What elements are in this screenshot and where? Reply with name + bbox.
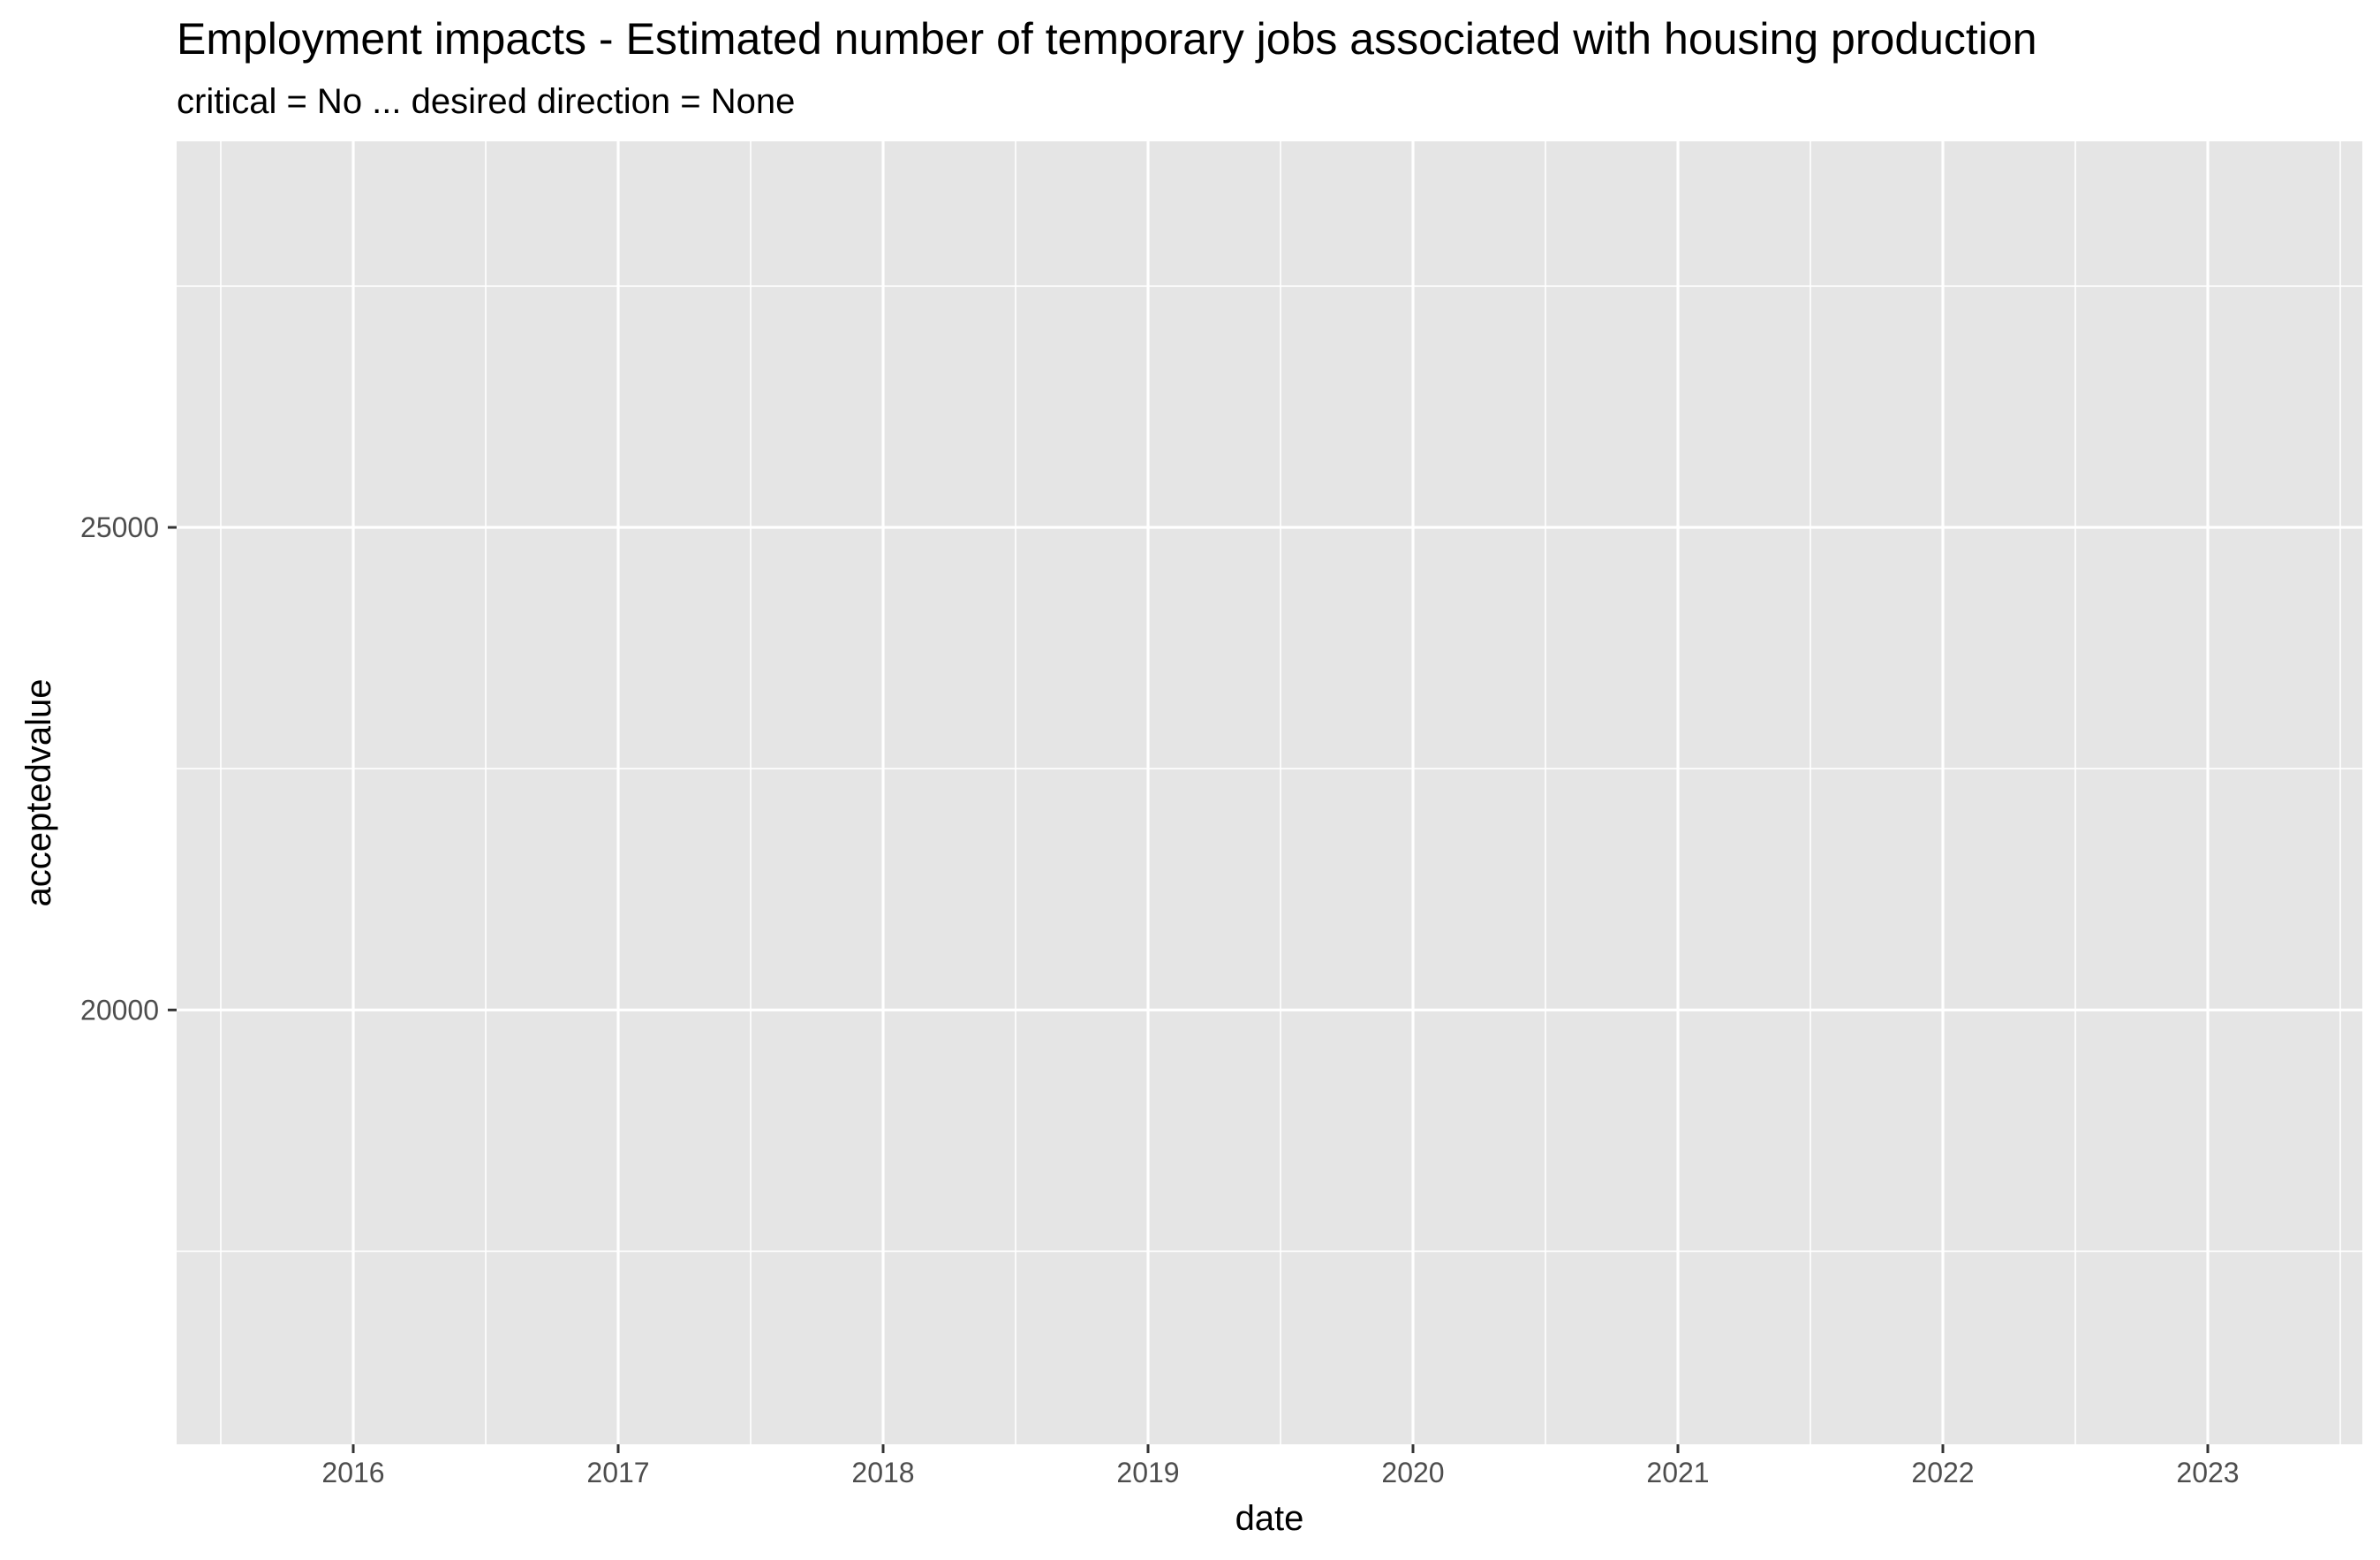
x-tick-label: 2020: [1381, 1457, 1444, 1488]
y-axis-title: acceptedvalue: [19, 679, 58, 907]
chart-subtitle: critical = No ... desired direction = No…: [177, 82, 795, 121]
x-tick-label: 2022: [1911, 1457, 1974, 1488]
y-axis: 20000 25000: [80, 511, 177, 1026]
x-tick-label: 2018: [851, 1457, 914, 1488]
x-tick-label: 2016: [321, 1457, 384, 1488]
grid-major: [177, 141, 2362, 1444]
x-tick-label: 2023: [2176, 1457, 2239, 1488]
x-tick-label: 2017: [586, 1457, 649, 1488]
x-axis-title: date: [1235, 1499, 1304, 1538]
x-tick-label: 2021: [1646, 1457, 1709, 1488]
y-tick-label: 25000: [80, 511, 159, 543]
x-tick-label: 2019: [1116, 1457, 1179, 1488]
chart-title: Employment impacts - Estimated number of…: [177, 14, 2037, 64]
plot-panel: [177, 141, 2362, 1444]
y-tick-label: 20000: [80, 994, 159, 1026]
x-axis: 2016 2017 2018 2019 2020 2021 2022 2023: [321, 1444, 2240, 1488]
grid-minor: [177, 141, 2362, 1444]
